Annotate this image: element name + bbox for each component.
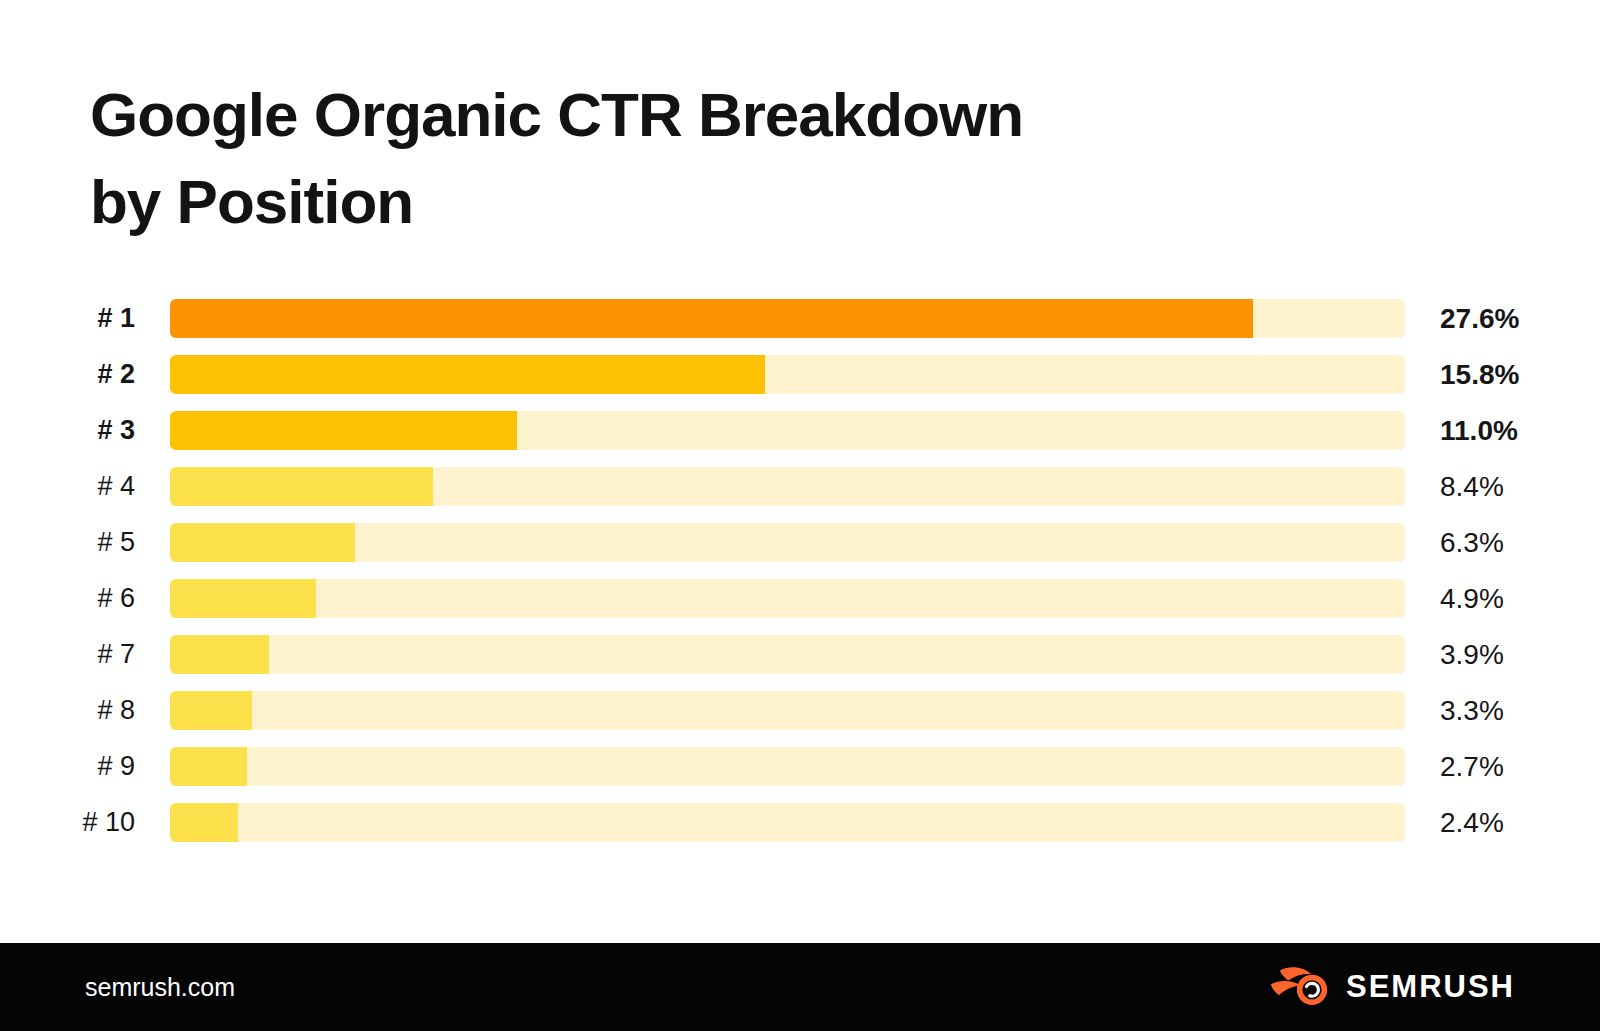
bar-fill — [170, 355, 765, 394]
semrush-fireball-icon — [1268, 965, 1334, 1009]
ctr-value: 11.0% — [1440, 415, 1518, 447]
ctr-value: 15.8% — [1440, 359, 1519, 391]
footer-bar: semrush.com SEMRUSH — [0, 943, 1600, 1031]
bar-fill — [170, 523, 355, 562]
bar-fill — [170, 579, 316, 618]
bar-track — [170, 411, 1405, 450]
position-label: # 5 — [0, 527, 135, 558]
bar-track — [170, 467, 1405, 506]
bar-row-6: # 6 4.9% — [0, 579, 1600, 618]
position-label: # 6 — [0, 583, 135, 614]
bar-row-1: # 1 27.6% — [0, 299, 1600, 338]
footer-site-url: semrush.com — [85, 973, 235, 1002]
ctr-value: 4.9% — [1440, 583, 1504, 615]
bar-fill — [170, 635, 269, 674]
position-label: # 10 — [0, 807, 135, 838]
bar-row-7: # 7 3.9% — [0, 635, 1600, 674]
bar-track — [170, 355, 1405, 394]
bar-fill — [170, 467, 433, 506]
position-label: # 8 — [0, 695, 135, 726]
bar-fill — [170, 691, 252, 730]
bar-track — [170, 747, 1405, 786]
chart-title: Google Organic CTR Breakdown by Position — [90, 72, 1390, 246]
infographic-canvas: Google Organic CTR Breakdown by Position… — [0, 0, 1600, 1031]
bar-row-10: # 10 2.4% — [0, 803, 1600, 842]
bar-track — [170, 691, 1405, 730]
bar-fill — [170, 747, 247, 786]
bar-fill — [170, 299, 1253, 338]
bar-track — [170, 579, 1405, 618]
ctr-value: 6.3% — [1440, 527, 1504, 559]
position-label: # 3 — [0, 415, 135, 446]
bar-track — [170, 803, 1405, 842]
ctr-value: 27.6% — [1440, 303, 1519, 335]
semrush-logo: SEMRUSH — [1268, 965, 1515, 1009]
ctr-value: 3.9% — [1440, 639, 1504, 671]
semrush-wordmark: SEMRUSH — [1346, 969, 1515, 1005]
position-label: # 4 — [0, 471, 135, 502]
bar-track — [170, 523, 1405, 562]
chart-title-line2: by Position — [90, 159, 1390, 246]
bar-fill — [170, 803, 238, 842]
bar-chart: # 1 27.6% # 2 15.8% # 3 11.0% # 4 — [0, 299, 1600, 859]
bar-track — [170, 299, 1405, 338]
bar-row-9: # 9 2.7% — [0, 747, 1600, 786]
bar-row-4: # 4 8.4% — [0, 467, 1600, 506]
position-label: # 1 — [0, 303, 135, 334]
chart-title-line1: Google Organic CTR Breakdown — [90, 72, 1390, 159]
ctr-value: 2.7% — [1440, 751, 1504, 783]
bar-row-2: # 2 15.8% — [0, 355, 1600, 394]
ctr-value: 3.3% — [1440, 695, 1504, 727]
bar-row-5: # 5 6.3% — [0, 523, 1600, 562]
ctr-value: 2.4% — [1440, 807, 1504, 839]
position-label: # 9 — [0, 751, 135, 782]
bar-fill — [170, 411, 517, 450]
position-label: # 7 — [0, 639, 135, 670]
bar-row-8: # 8 3.3% — [0, 691, 1600, 730]
ctr-value: 8.4% — [1440, 471, 1504, 503]
bar-row-3: # 3 11.0% — [0, 411, 1600, 450]
position-label: # 2 — [0, 359, 135, 390]
bar-track — [170, 635, 1405, 674]
